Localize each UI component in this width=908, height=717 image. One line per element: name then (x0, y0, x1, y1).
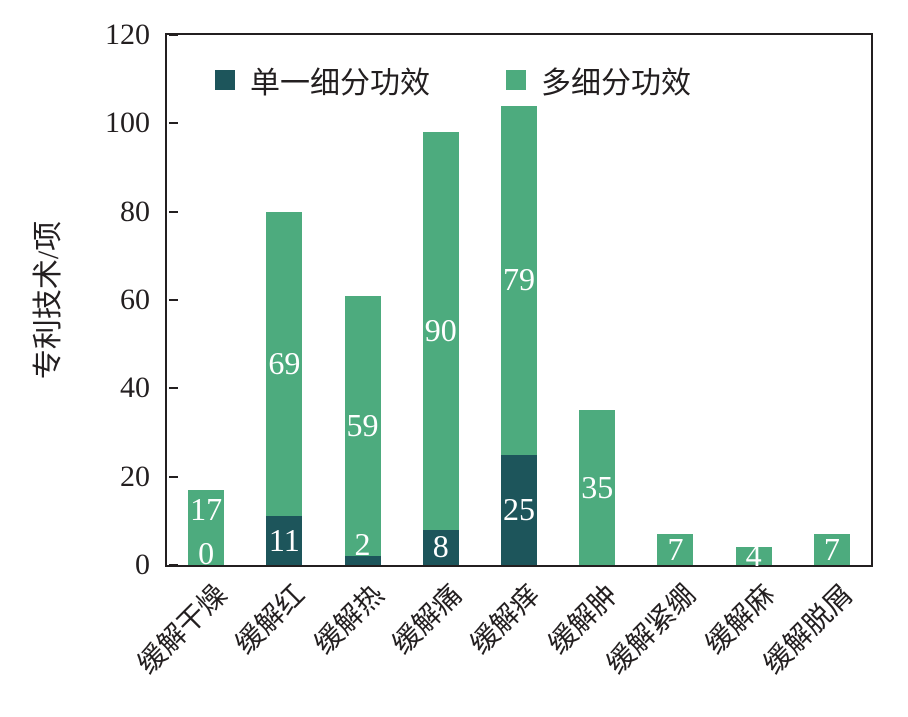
bar-segment-single (344, 556, 381, 565)
bar-segment-single (501, 454, 537, 565)
legend-item-multi: 多细分功效 (506, 58, 691, 102)
bar-value-label: 7 (667, 530, 684, 567)
bar-segment-single (266, 516, 303, 565)
bar-value-label: 35 (581, 468, 614, 505)
legend-swatch-multi (506, 70, 526, 90)
bar-segment-single (422, 529, 459, 565)
bar-segment-multi (813, 534, 850, 565)
y-tick-mark (169, 387, 178, 390)
bar-segment-multi (735, 547, 772, 565)
y-tick-label: 40 (120, 371, 150, 405)
y-tick-mark (169, 475, 178, 478)
bar-segment-multi (188, 489, 225, 565)
x-tick-label: 缓解痒 (464, 579, 547, 661)
bar-segment-multi (501, 105, 537, 455)
y-tick-label: 60 (120, 283, 150, 316)
y-tick-mark (169, 34, 178, 36)
legend-label-multi: 多细分功效 (541, 67, 691, 100)
y-tick-mark (169, 122, 178, 125)
legend-label-single: 单一细分功效 (250, 67, 430, 100)
bar-segment-multi (422, 132, 459, 530)
legend: 单一细分功效 多细分功效 (215, 58, 691, 102)
bar-value-label: 11 (268, 521, 300, 558)
plot-area (165, 33, 873, 567)
bar-value-label: 69 (268, 345, 301, 382)
legend-swatch-single (215, 70, 235, 90)
bar-value-label: 25 (503, 490, 535, 527)
y-tick-mark (169, 210, 178, 213)
x-tick-label: 缓解干燥 (132, 579, 234, 681)
bar-value-label: 4 (745, 537, 762, 574)
bar-value-label: 59 (346, 406, 379, 443)
x-tick-label: 缓解热 (308, 579, 390, 661)
y-tick-mark (169, 299, 178, 301)
y-tick-label: 80 (120, 194, 150, 228)
bar-value-label: 2 (354, 526, 371, 563)
bar-segment-multi (344, 295, 381, 557)
bar-segment-multi (266, 211, 303, 517)
bar-segment-multi (657, 534, 694, 565)
x-tick-label: 缓解痛 (386, 579, 468, 661)
y-tick-label: 120 (105, 18, 150, 51)
bar-value-label: 7 (823, 530, 840, 567)
bar-value-label: 17 (190, 490, 223, 527)
bar-value-label: 8 (432, 528, 449, 565)
legend-item-single: 单一细分功效 (215, 58, 430, 102)
y-tick-label: 0 (135, 548, 150, 581)
bar-value-label: 79 (503, 261, 535, 298)
bar-value-label: 90 (424, 311, 457, 348)
y-tick-mark (169, 564, 178, 566)
bar-value-label: 0 (198, 535, 215, 571)
bar-segment-multi (579, 410, 616, 565)
y-tick-label: 100 (105, 106, 150, 140)
x-tick-label: 缓解红 (230, 579, 312, 661)
y-tick-label: 20 (120, 459, 150, 493)
